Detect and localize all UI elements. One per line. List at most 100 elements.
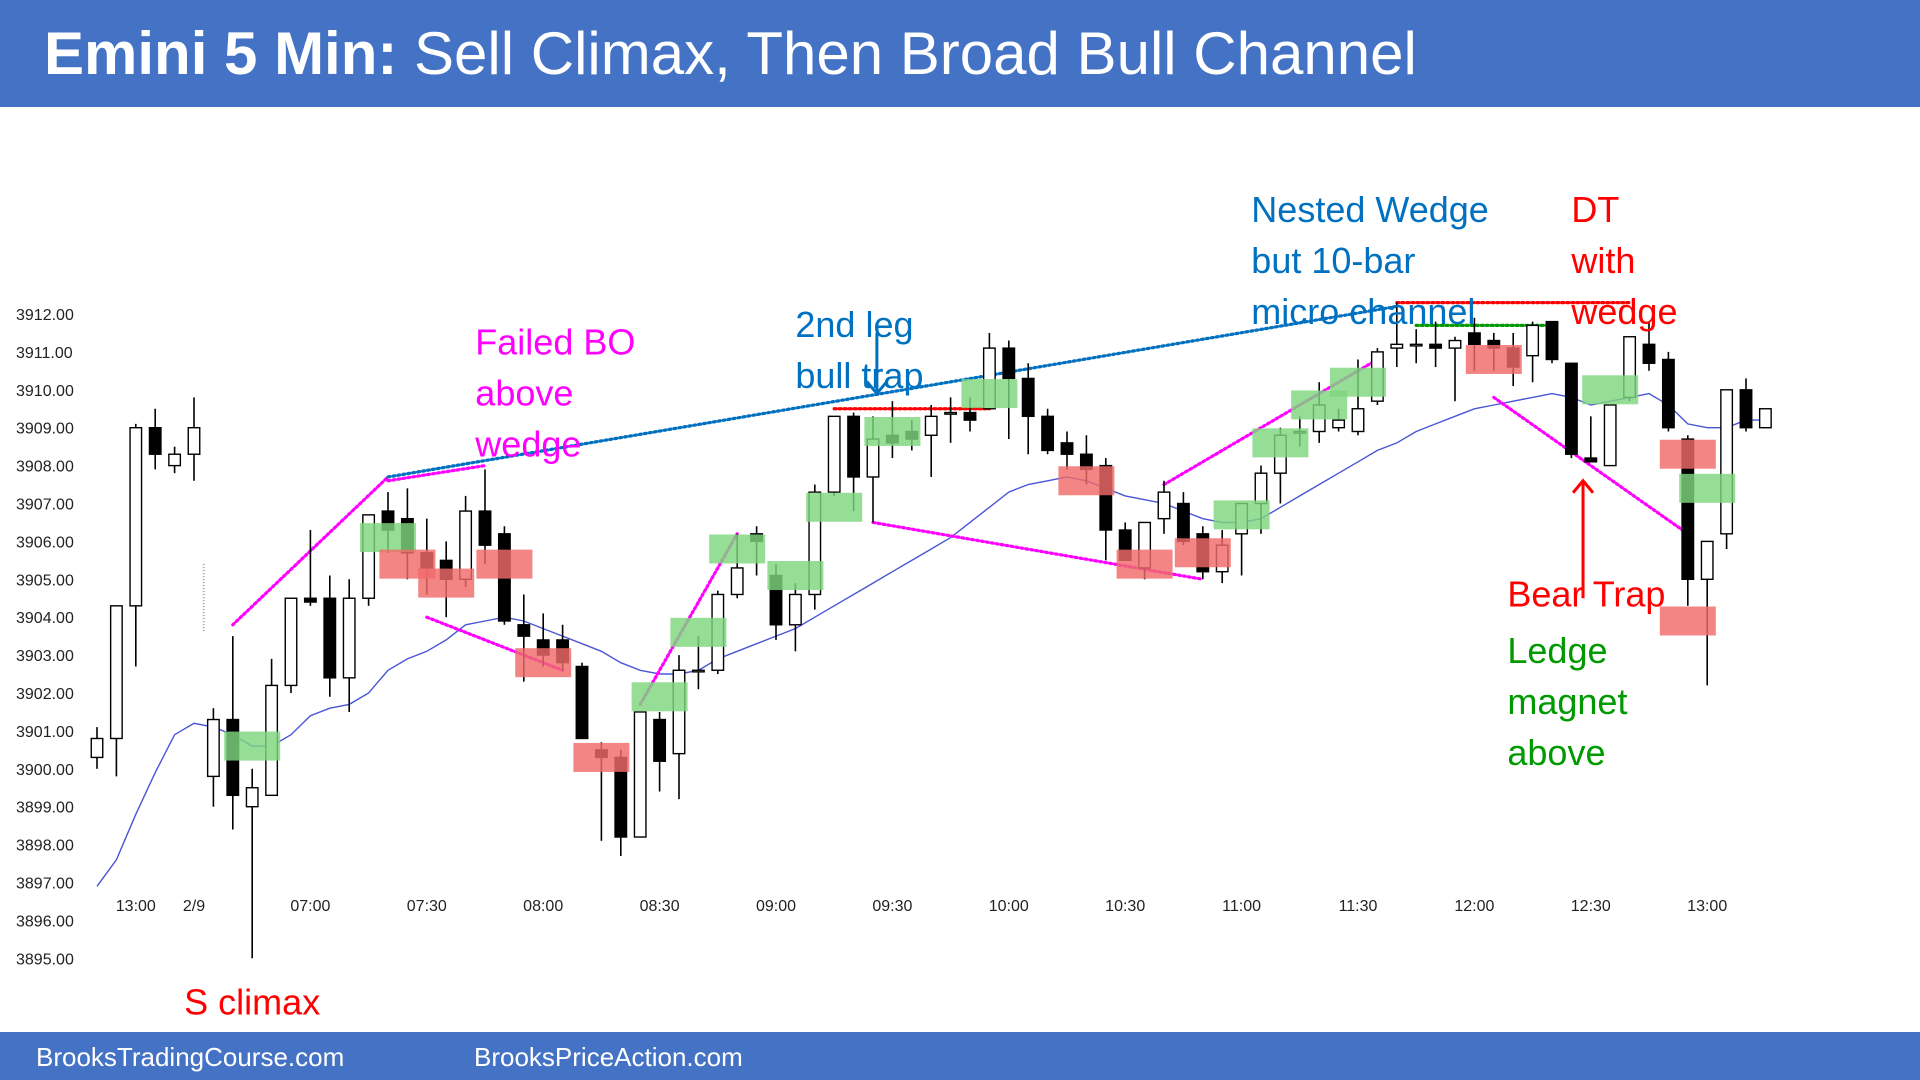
annotation-label: with (1570, 240, 1635, 281)
candle-bull (1351, 408, 1365, 433)
x-tick-label: 10:30 (1105, 898, 1145, 915)
x-tick-label: 13:00 (116, 898, 156, 915)
footer-bar: BrooksTradingCourse.com BrooksPriceActio… (0, 1032, 1920, 1080)
arrow-head (1571, 478, 1595, 494)
candle-bull (245, 787, 259, 808)
annotation-label: magnet (1507, 681, 1627, 722)
annotation-label: bull trap (795, 355, 923, 396)
y-tick-label: 3902.00 (16, 686, 74, 703)
candle-bull (982, 347, 996, 410)
candle-bull (924, 415, 938, 436)
annotation-label: 2nd leg (795, 304, 913, 345)
annotation-label: wedge (474, 423, 581, 464)
candle-bear (1681, 438, 1695, 581)
signal-box-green (360, 523, 416, 553)
footer-link-right[interactable]: BrooksPriceAction.com (474, 1042, 743, 1072)
candle-bear (1176, 502, 1190, 543)
signal-box-green (767, 561, 824, 591)
x-tick-label: 09:30 (872, 898, 912, 915)
candle-bull (788, 593, 802, 626)
signal-box-green (1679, 473, 1736, 503)
x-tick-label: 08:00 (523, 898, 563, 915)
candle-bear (1564, 362, 1578, 455)
candle-bear (478, 510, 492, 546)
signal-box-green (670, 617, 727, 647)
header-bar: Emini 5 Min: Sell Climax, Then Broad Bul… (0, 0, 1920, 107)
x-tick-label: 13:00 (1687, 898, 1727, 915)
signal-box-green (709, 534, 766, 564)
candle-bear (323, 597, 337, 679)
signal-box-red (1465, 344, 1522, 374)
candle-bear (1021, 377, 1035, 418)
y-tick-label: 3908.00 (16, 459, 74, 476)
signal-box-layer (224, 344, 1736, 772)
annotation-label: micro channel (1251, 291, 1475, 332)
x-tick-label: 2/9 (183, 898, 205, 915)
signal-box-green (224, 731, 281, 761)
candle-bull (730, 567, 744, 596)
signal-box-green (1213, 500, 1270, 530)
candle-bull (90, 737, 104, 759)
candle-bull (691, 669, 705, 673)
signal-box-red (1659, 439, 1716, 469)
axis-layer: 3912.00 3911.00 3910.00 3909.00 3908.00 3907.… (16, 307, 1727, 968)
y-tick-label: 3901.00 (16, 724, 74, 741)
candle-bull (1603, 404, 1617, 467)
candle-bull (342, 597, 356, 679)
x-tick-label: 12:30 (1571, 898, 1611, 915)
candle-bear (1642, 343, 1656, 364)
y-tick-label: 3910.00 (16, 383, 74, 400)
y-tick-label: 3900.00 (16, 762, 74, 779)
candle-bear (1545, 320, 1559, 361)
candle-bull (187, 427, 201, 455)
candle-bear (1584, 457, 1598, 463)
signal-box-red (1174, 538, 1231, 568)
candle-bull (1332, 419, 1346, 429)
candle-bull (1526, 324, 1540, 357)
trendline-layer (202, 301, 1690, 706)
y-tick-label: 3912.00 (16, 307, 74, 324)
candle-bear (1429, 343, 1443, 349)
signal-box-green (806, 492, 863, 522)
candle-bear (1060, 442, 1074, 455)
candle-bear (963, 411, 977, 421)
signal-box-red (1116, 549, 1173, 579)
candle-bull (284, 597, 298, 687)
signal-box-red (573, 742, 630, 772)
trendline-blue (386, 304, 1399, 479)
y-tick-label: 3895.00 (16, 951, 74, 968)
candle-bull (168, 453, 182, 467)
candle-bull (1409, 343, 1423, 347)
ema-layer (96, 392, 1766, 887)
footer-link-left[interactable]: BrooksTradingCourse.com (36, 1042, 345, 1072)
signal-box-red (1659, 606, 1716, 636)
trendline-magenta (1492, 395, 1690, 536)
y-tick-label: 3903.00 (16, 648, 74, 665)
candle-bear (303, 597, 317, 603)
annotation-label: but 10-bar (1251, 240, 1415, 281)
candle-bull (1448, 339, 1462, 349)
annotation-label: S climax (184, 982, 320, 1023)
candle-bull (206, 718, 220, 778)
annotation-label: Ledge (1507, 630, 1607, 671)
y-tick-label: 3897.00 (16, 876, 74, 893)
trendline-magenta (386, 464, 487, 483)
x-tick-label: 07:00 (290, 898, 330, 915)
candle-bull (808, 491, 822, 596)
y-tick-label: 3907.00 (16, 497, 74, 514)
x-tick-label: 11:00 (1222, 898, 1261, 915)
candle-bear (653, 718, 667, 762)
candle-bull (944, 411, 958, 415)
x-tick-label: 11:30 (1339, 898, 1378, 915)
annotation-label: wedge (1570, 291, 1677, 332)
candlestick-chart: 3912.00 3911.00 3910.00 3909.00 3908.00 3907.… (16, 189, 1772, 1023)
candle-bear (1739, 389, 1753, 429)
candle-bull (1700, 540, 1714, 580)
signal-box-red (418, 568, 475, 598)
y-tick-label: 3896.00 (16, 913, 74, 930)
page-title: Emini 5 Min: Sell Climax, Then Broad Bul… (44, 18, 1417, 90)
arrow-head (865, 380, 889, 396)
y-tick-label: 3898.00 (16, 838, 74, 855)
annotation-layer: Failed BO above wedge 2nd leg bull trap Neste… (184, 189, 1677, 1023)
annotation-label: above (475, 372, 573, 413)
